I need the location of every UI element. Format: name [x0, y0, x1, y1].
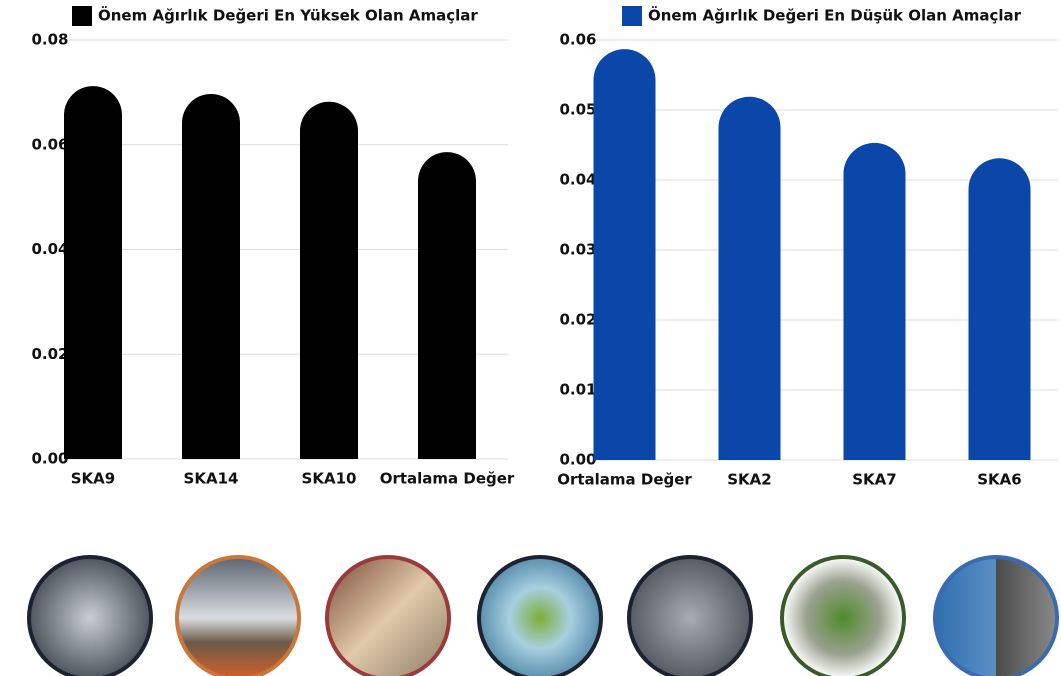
- bar: [182, 93, 240, 459]
- x-tick-label: Ortalama Değer: [557, 471, 692, 489]
- x-tick-label: SKA9: [71, 470, 115, 488]
- photo: [780, 555, 906, 676]
- bar: [718, 96, 781, 460]
- bar: [968, 158, 1031, 461]
- bar: [593, 49, 656, 460]
- y-tick-label: 0.06: [559, 31, 596, 49]
- bar: [418, 152, 476, 459]
- legend-swatch: [622, 6, 642, 26]
- y-tick-label: 0.03: [559, 241, 596, 259]
- y-tick-label: 0.02: [31, 345, 68, 363]
- y-tick-label: 0.00: [559, 451, 596, 469]
- bar: [64, 86, 122, 459]
- x-tick-label: SKA6: [977, 471, 1021, 489]
- bar: [300, 101, 358, 460]
- photo: [627, 555, 753, 676]
- y-tick-label: 0.04: [31, 240, 68, 258]
- photo-row: [27, 555, 1059, 676]
- x-tick-label: SKA14: [184, 470, 239, 488]
- x-tick-label: SKA10: [302, 470, 357, 488]
- y-tick-label: 0.01: [559, 381, 596, 399]
- photo: [477, 555, 603, 676]
- y-tick-label: 0.04: [559, 171, 596, 189]
- photo: [175, 555, 301, 676]
- y-tick-label: 0.05: [559, 101, 596, 119]
- bar: [843, 142, 906, 461]
- y-tick-label: 0.08: [31, 31, 68, 49]
- x-tick-label: SKA2: [727, 471, 771, 489]
- legend-label: Önem Ağırlık Değeri En Yüksek Olan Amaçl…: [98, 6, 478, 25]
- y-tick-label: 0.06: [31, 135, 68, 153]
- photo: [325, 555, 451, 676]
- photo: [27, 555, 153, 676]
- legend-label: Önem Ağırlık Değeri En Düşük Olan Amaçla…: [648, 6, 1022, 25]
- y-tick-label: 0.00: [31, 450, 68, 468]
- x-tick-label: SKA7: [852, 471, 896, 489]
- x-tick-label: Ortalama Değer: [380, 470, 515, 488]
- photo: [933, 555, 1059, 676]
- legend-swatch: [72, 6, 92, 26]
- y-tick-label: 0.02: [559, 311, 596, 329]
